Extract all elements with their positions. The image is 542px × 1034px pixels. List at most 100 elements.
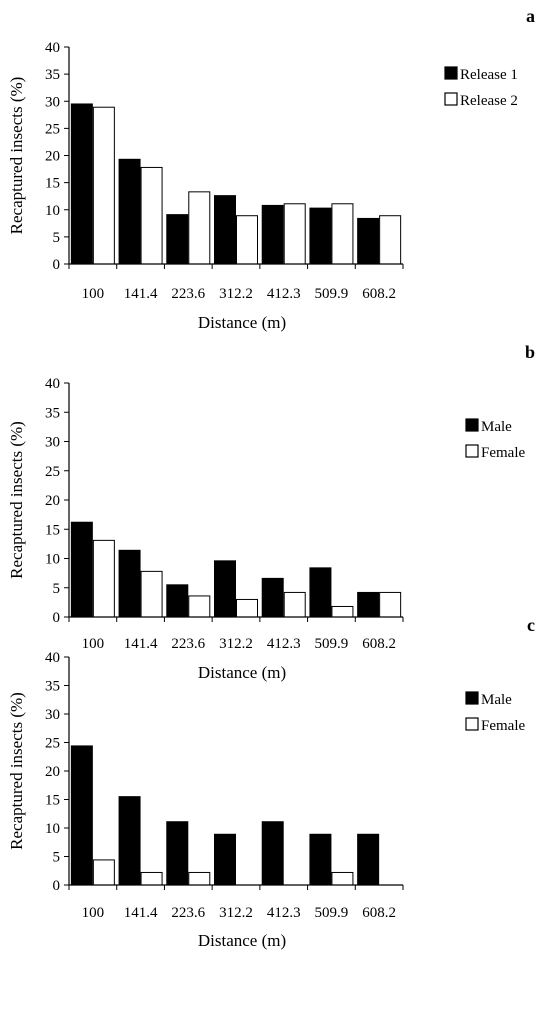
x-tick-label: 509.9 (315, 636, 349, 652)
bar-release-1-100 (70, 103, 93, 265)
chart-panel-b: b 0 5 10 15 20 25 30 35 40 100 141.4 223.6 312.2 412.3… (7, 342, 535, 682)
bar-release-1-312.2 (214, 195, 236, 265)
bar-release-1-223.6 (166, 214, 189, 265)
bar-male-141.4 (118, 549, 141, 618)
x-tick-label: 312.2 (219, 286, 253, 302)
x-tick-label: 608.2 (362, 636, 396, 652)
panel-label: a (526, 6, 535, 26)
y-tick-label: 20 (45, 149, 60, 165)
bar-release-2-223.6 (188, 191, 211, 265)
legend: Male Female (465, 418, 525, 461)
legend-swatch (465, 691, 479, 705)
legend-label: Release 1 (460, 67, 518, 83)
bar-male-608.2 (357, 833, 380, 886)
bar-male-312.2 (214, 560, 236, 618)
legend-swatch (444, 66, 458, 80)
panel-label: c (527, 615, 535, 635)
y-tick-label: 35 (45, 405, 60, 421)
y-tick-label: 10 (45, 552, 60, 568)
bar-release-2-100 (92, 106, 115, 265)
y-tick-label: 0 (53, 610, 61, 626)
bar-release-2-141.4 (140, 166, 163, 265)
y-tick-label: 0 (53, 257, 61, 273)
bar-female-509.9 (331, 605, 354, 618)
y-tick-label: 25 (45, 464, 60, 480)
y-tick-label: 10 (45, 203, 60, 219)
bar-male-509.9 (309, 833, 332, 886)
y-tick-label: 35 (45, 67, 60, 83)
y-axis-title: Recaptured insects (%) (7, 692, 26, 850)
y-tick-label: 0 (53, 878, 61, 894)
y-tick-label: 30 (45, 435, 60, 451)
x-tick-label: 223.6 (171, 905, 205, 921)
y-tick-label: 20 (45, 764, 60, 780)
x-tick-label: 412.3 (267, 905, 301, 921)
bar-male-100 (70, 521, 93, 618)
bar-female-312.2 (236, 598, 258, 618)
bar-release-2-312.2 (236, 215, 258, 265)
bar-male-141.4 (118, 796, 141, 886)
bar-female-509.9 (331, 871, 354, 886)
x-tick-label: 223.6 (171, 286, 205, 302)
bar-male-509.9 (309, 567, 332, 618)
chart-panel-c: c 0 5 10 15 20 25 30 35 40 100 141.4 223.6 312.2 412.3… (7, 615, 535, 950)
y-tick-label: 35 (45, 679, 60, 695)
y-axis-title: Recaptured insects (%) (7, 421, 26, 579)
x-axis-title: Distance (m) (198, 313, 286, 332)
legend-label: Male (481, 692, 512, 708)
bar-female-223.6 (188, 595, 211, 618)
bar-female-412.3 (283, 591, 306, 618)
legend-swatch (444, 92, 458, 106)
bar-release-2-608.2 (379, 215, 402, 265)
x-tick-label: 312.2 (219, 905, 253, 921)
y-tick-label: 15 (45, 176, 60, 192)
x-axis-title: Distance (m) (198, 931, 286, 950)
y-tick-label: 40 (45, 650, 60, 666)
bar-release-2-412.3 (283, 203, 306, 265)
bar-male-412.3 (261, 821, 284, 886)
bar-release-1-608.2 (357, 217, 380, 265)
bar-female-608.2 (379, 591, 402, 618)
x-tick-label: 412.3 (267, 636, 301, 652)
legend-label: Release 2 (460, 93, 518, 109)
bar-male-223.6 (166, 821, 189, 886)
bar-female-141.4 (140, 570, 163, 618)
x-tick-label: 100 (82, 905, 105, 921)
x-tick-label: 312.2 (219, 636, 253, 652)
bar-release-1-509.9 (309, 207, 332, 265)
bar-male-312.2 (214, 833, 236, 886)
x-tick-label: 509.9 (315, 286, 349, 302)
y-tick-label: 5 (53, 581, 61, 597)
legend-label: Female (481, 718, 525, 734)
bar-release-1-412.3 (261, 204, 284, 265)
legend: Male Female (465, 691, 525, 734)
y-tick-label: 10 (45, 821, 60, 837)
y-tick-label: 40 (45, 40, 60, 56)
legend-swatch (465, 444, 479, 458)
y-tick-label: 15 (45, 522, 60, 538)
chart-panel-a: a 0 5 10 15 20 25 30 35 40 100 141.4 223.6 312.2 412.3… (7, 6, 535, 332)
x-tick-label: 141.4 (124, 286, 158, 302)
bar-male-608.2 (357, 591, 380, 618)
y-tick-label: 40 (45, 376, 60, 392)
y-tick-label: 30 (45, 707, 60, 723)
y-tick-label: 15 (45, 793, 60, 809)
bar-female-141.4 (140, 871, 163, 886)
legend-label: Female (481, 445, 525, 461)
bar-female-100 (92, 539, 115, 618)
bar-male-223.6 (166, 584, 189, 618)
y-tick-label: 25 (45, 736, 60, 752)
x-tick-label: 141.4 (124, 636, 158, 652)
y-tick-label: 20 (45, 493, 60, 509)
legend-label: Male (481, 419, 512, 435)
x-tick-label: 100 (82, 286, 105, 302)
legend-swatch (465, 418, 479, 432)
x-tick-label: 100 (82, 636, 105, 652)
x-tick-label: 509.9 (315, 905, 349, 921)
x-tick-label: 608.2 (362, 905, 396, 921)
bar-female-100 (92, 859, 115, 886)
y-tick-label: 5 (53, 850, 61, 866)
x-axis-title: Distance (m) (198, 663, 286, 682)
y-axis-title: Recaptured insects (%) (7, 77, 26, 235)
